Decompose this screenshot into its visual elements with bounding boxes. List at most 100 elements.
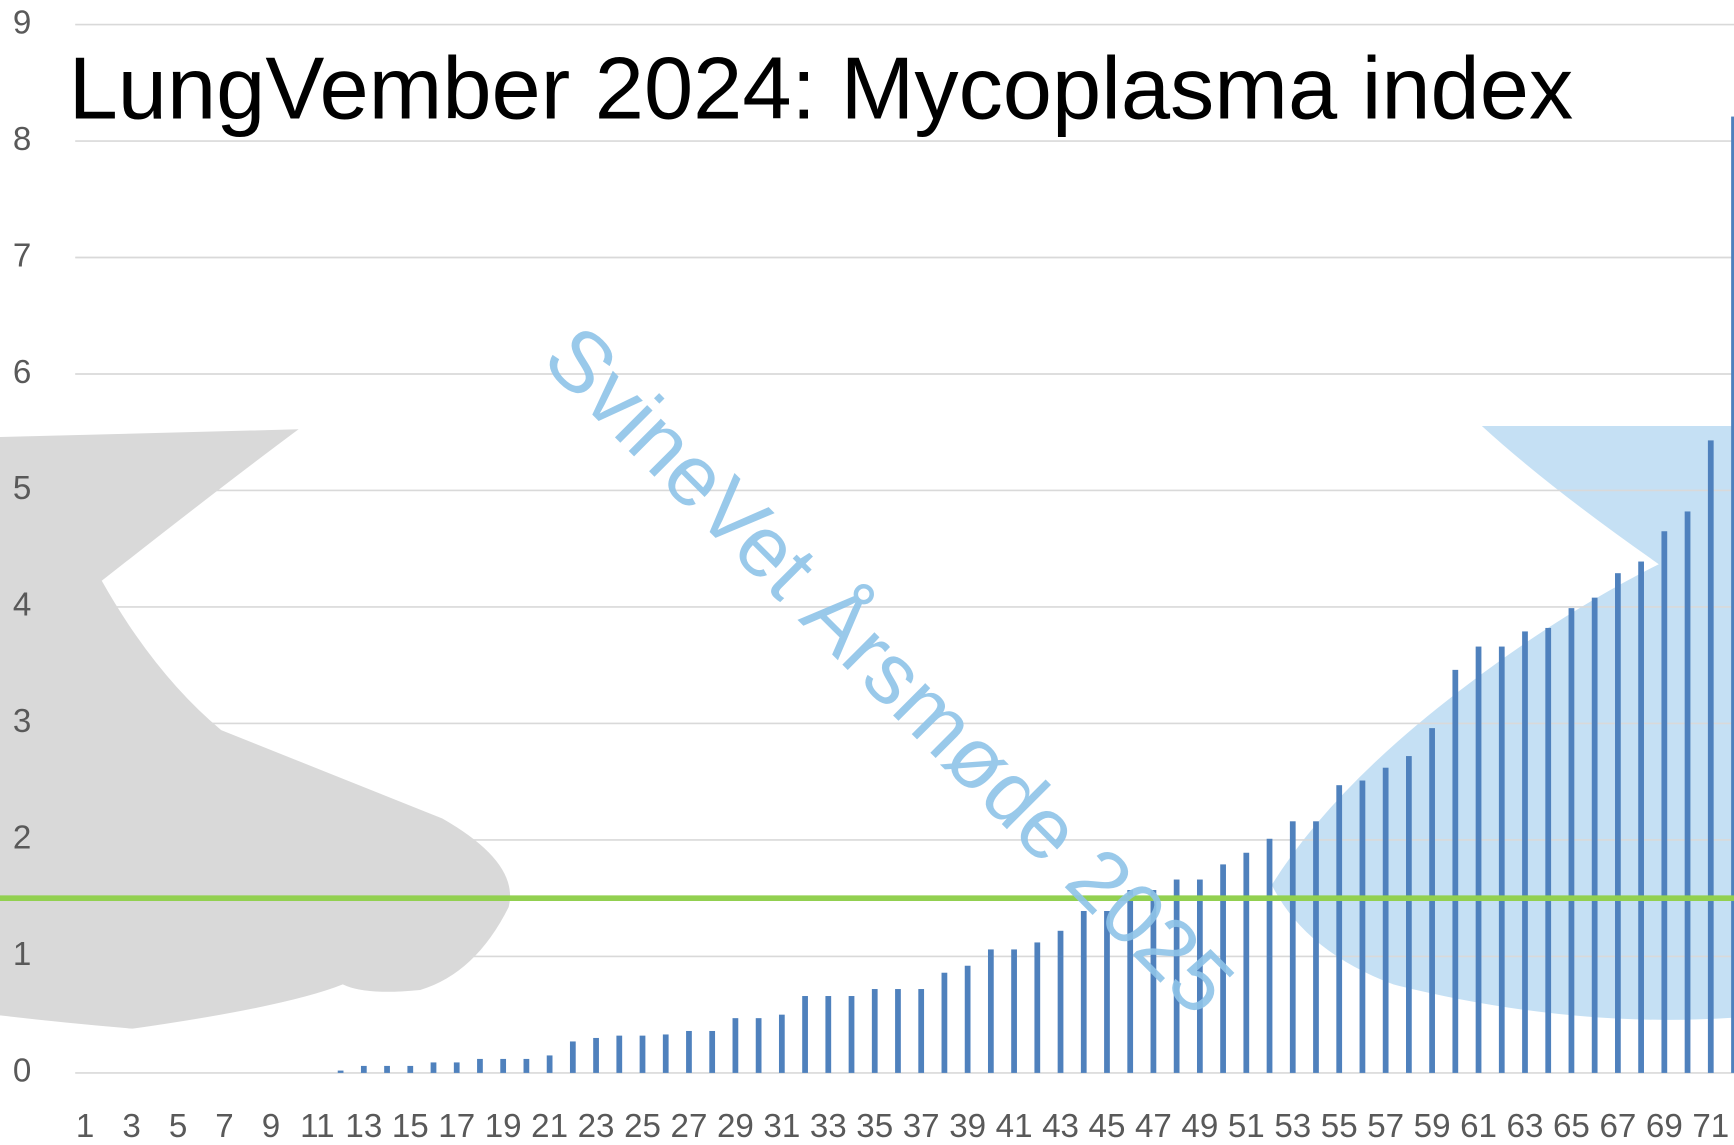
x-tick-label: 71 bbox=[1692, 1108, 1729, 1145]
bar bbox=[1104, 910, 1110, 1073]
x-tick-label: 1 bbox=[76, 1108, 94, 1145]
bar bbox=[686, 1030, 692, 1073]
bar bbox=[1336, 785, 1343, 1073]
bar bbox=[1591, 597, 1598, 1073]
x-tick-label: 9 bbox=[262, 1108, 280, 1145]
bar bbox=[453, 1062, 460, 1073]
bar bbox=[941, 972, 948, 1073]
watermark: SvineVet Årsmøde 2025 bbox=[526, 308, 1252, 1034]
x-tick-label: 41 bbox=[996, 1108, 1033, 1145]
bar bbox=[569, 1041, 576, 1073]
x-tick-label: 57 bbox=[1367, 1108, 1404, 1145]
bar bbox=[1475, 646, 1482, 1073]
x-tick-label: 7 bbox=[215, 1108, 233, 1145]
bar bbox=[1359, 780, 1366, 1073]
x-tick-label: 11 bbox=[300, 1108, 334, 1145]
bar bbox=[1127, 890, 1134, 1073]
bar bbox=[709, 1030, 716, 1073]
x-tick-label: 21 bbox=[531, 1108, 568, 1145]
x-tick-label: 17 bbox=[438, 1108, 475, 1145]
bar bbox=[918, 989, 925, 1073]
bar bbox=[1684, 511, 1691, 1073]
x-tick-label: 13 bbox=[345, 1108, 382, 1145]
bar bbox=[848, 996, 855, 1073]
bar bbox=[616, 1035, 623, 1073]
y-tick-label: 2 bbox=[13, 820, 31, 857]
bar bbox=[1011, 949, 1017, 1073]
y-tick-label: 4 bbox=[13, 587, 31, 624]
bar bbox=[732, 1018, 739, 1073]
x-tick-label: 55 bbox=[1321, 1108, 1358, 1145]
x-tick-label: 31 bbox=[763, 1108, 800, 1145]
x-tick-label: 53 bbox=[1274, 1108, 1311, 1145]
x-tick-label: 59 bbox=[1414, 1108, 1451, 1145]
x-tick-label: 61 bbox=[1460, 1108, 1497, 1145]
y-tick-label: 1 bbox=[13, 936, 31, 973]
bar bbox=[384, 1065, 390, 1073]
x-tick-label: 25 bbox=[624, 1108, 661, 1145]
x-tick-label: 43 bbox=[1042, 1108, 1079, 1145]
x-tick-label: 3 bbox=[122, 1108, 140, 1145]
y-tick-label: 3 bbox=[13, 703, 31, 740]
bar bbox=[871, 989, 878, 1073]
y-tick-label: 9 bbox=[13, 4, 31, 41]
bar bbox=[1545, 627, 1552, 1073]
y-tick-label: 8 bbox=[13, 121, 31, 158]
bar bbox=[895, 989, 901, 1073]
x-tick-label: 37 bbox=[903, 1108, 940, 1145]
y-tick-label: 6 bbox=[13, 354, 31, 391]
x-tick-label: 45 bbox=[1089, 1108, 1126, 1145]
bar bbox=[755, 1018, 762, 1073]
bar bbox=[1498, 646, 1505, 1073]
bar bbox=[1638, 561, 1644, 1073]
bar bbox=[360, 1065, 367, 1073]
bar bbox=[430, 1062, 437, 1073]
x-tick-label: 67 bbox=[1599, 1108, 1636, 1145]
bar bbox=[987, 949, 994, 1073]
bar bbox=[662, 1034, 669, 1073]
bar bbox=[593, 1037, 599, 1073]
x-tick-label: 35 bbox=[856, 1108, 893, 1145]
bar bbox=[1405, 756, 1412, 1073]
background-shape bbox=[0, 429, 511, 1029]
x-tick-label: 33 bbox=[810, 1108, 847, 1145]
x-tick-label: 69 bbox=[1646, 1108, 1683, 1145]
bar bbox=[1382, 767, 1389, 1073]
x-tick-label: 27 bbox=[671, 1108, 708, 1145]
bar bbox=[1173, 879, 1180, 1073]
bar bbox=[802, 996, 808, 1073]
x-tick-label: 19 bbox=[485, 1108, 522, 1145]
x-tick-label: 39 bbox=[949, 1108, 986, 1145]
x-tick-label: 5 bbox=[169, 1108, 187, 1145]
bar bbox=[1196, 879, 1203, 1073]
bar bbox=[1313, 821, 1319, 1073]
x-tick-label: 65 bbox=[1553, 1108, 1590, 1145]
bar bbox=[1731, 116, 1734, 1073]
bar bbox=[778, 1014, 785, 1073]
bar bbox=[1615, 573, 1621, 1073]
bar bbox=[1034, 942, 1041, 1073]
bar bbox=[964, 965, 971, 1073]
bar bbox=[1568, 608, 1575, 1073]
bar bbox=[1452, 669, 1459, 1073]
bar bbox=[523, 1058, 530, 1073]
bar bbox=[1661, 531, 1668, 1073]
x-tick-label: 47 bbox=[1135, 1108, 1172, 1145]
bar bbox=[1220, 864, 1226, 1073]
bar bbox=[500, 1058, 507, 1073]
x-tick-label: 49 bbox=[1181, 1108, 1218, 1145]
y-tick-label: 7 bbox=[13, 237, 31, 274]
bar bbox=[337, 1070, 344, 1073]
y-tick-label: 0 bbox=[13, 1053, 31, 1090]
bar bbox=[1707, 440, 1714, 1073]
bar bbox=[1243, 852, 1250, 1073]
bar bbox=[1266, 838, 1273, 1073]
x-tick-label: 51 bbox=[1228, 1108, 1265, 1145]
chart-title: LungVember 2024: Mycoplasma index bbox=[69, 39, 1574, 138]
x-tick-label: 23 bbox=[578, 1108, 615, 1145]
bar bbox=[546, 1055, 553, 1073]
bar bbox=[407, 1065, 414, 1073]
bar bbox=[1289, 821, 1296, 1073]
bar bbox=[1150, 890, 1157, 1073]
